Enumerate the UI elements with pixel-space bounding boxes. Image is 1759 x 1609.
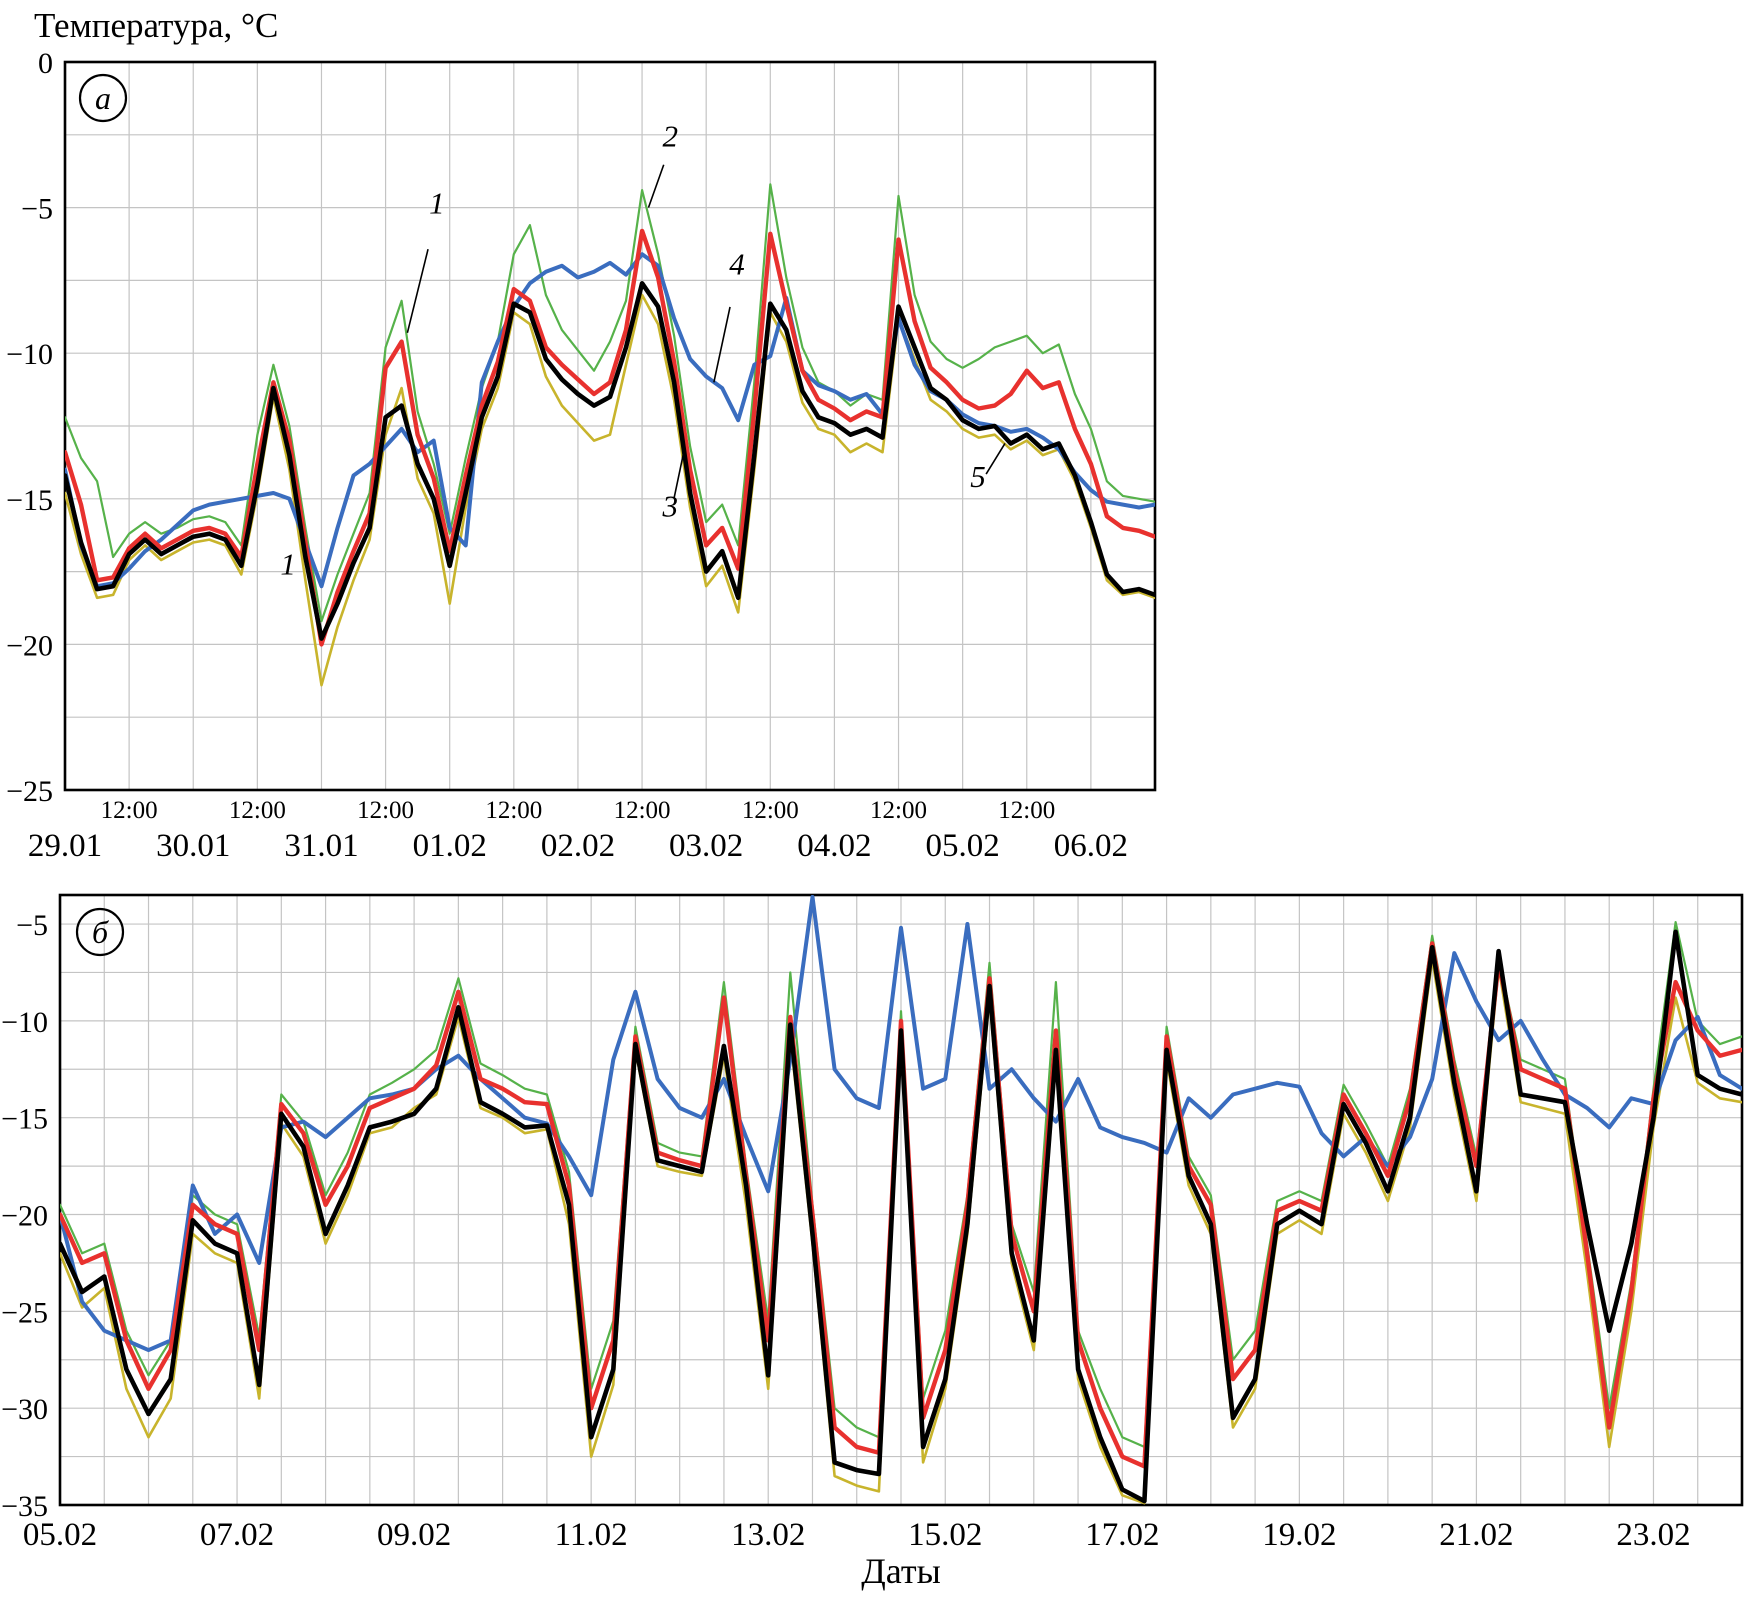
panel-letter-circle bbox=[78, 73, 128, 123]
x-date-label: 23.02 bbox=[1616, 1517, 1690, 1553]
x-date-label: 03.02 bbox=[669, 828, 743, 864]
y-tick-label: −20 bbox=[6, 629, 53, 662]
annotation-label-3: 3 bbox=[662, 488, 679, 523]
x-time-label: 12:00 bbox=[357, 797, 414, 824]
panel-а: 0 −5 −10 −15 −20 −25 29.01 30.01 31.01 01.02 02.02… bbox=[6, 47, 1157, 864]
y-tick-label: −10 bbox=[6, 338, 53, 371]
series-line-black-б bbox=[60, 929, 1742, 1504]
x-time-label: 12:00 bbox=[870, 797, 927, 824]
x-time-label: 12:00 bbox=[229, 797, 286, 824]
series-line-blue-б bbox=[60, 895, 1742, 1353]
y-tick-label: −25 bbox=[6, 775, 53, 808]
x-date-label: 11.02 bbox=[555, 1517, 628, 1553]
x-date-label: 17.02 bbox=[1085, 1517, 1159, 1553]
annotation-label-4: 4 bbox=[729, 247, 745, 282]
x-date-label: 31.01 bbox=[284, 828, 358, 864]
annotation-label-1: 1 bbox=[429, 185, 445, 220]
x-date-label: 02.02 bbox=[541, 828, 615, 864]
series-line-red-б bbox=[60, 941, 1742, 1469]
y-tick-label: −5 bbox=[21, 193, 53, 226]
series-line-black-а bbox=[65, 280, 1155, 641]
panel-letter-circle bbox=[75, 907, 125, 957]
annotation-leader-5 bbox=[985, 443, 1006, 475]
x-date-label: 13.02 bbox=[731, 1517, 805, 1553]
y-tick-label: −15 bbox=[1, 1103, 48, 1136]
x-time-label: 12:00 bbox=[614, 797, 671, 824]
y-tick-label: 0 bbox=[38, 47, 53, 80]
annotation-leader-1 bbox=[406, 249, 429, 334]
y-tick-label: −5 bbox=[16, 909, 48, 942]
y-tick-label: −30 bbox=[1, 1393, 48, 1426]
annotation-label-2: 2 bbox=[663, 118, 679, 153]
x-date-label: 21.02 bbox=[1439, 1517, 1513, 1553]
x-date-label: 06.02 bbox=[1054, 828, 1128, 864]
x-date-label: 30.01 bbox=[156, 828, 230, 864]
annotation-leader-2 bbox=[647, 164, 665, 208]
annotation-label-1: 1 bbox=[280, 547, 296, 582]
y-tick-label: −20 bbox=[1, 1200, 48, 1233]
panel-letter: б bbox=[92, 914, 109, 950]
x-time-label: 12:00 bbox=[742, 797, 799, 824]
series-line-blue-а bbox=[65, 252, 1155, 589]
y-axis-title: Температура, °C bbox=[34, 6, 279, 45]
x-date-label: 05.02 bbox=[23, 1517, 97, 1553]
plot-border bbox=[58, 893, 1744, 1507]
series-line-red-а bbox=[65, 228, 1155, 647]
y-tick-label: −10 bbox=[1, 1006, 48, 1039]
x-time-label: 12:00 bbox=[101, 797, 158, 824]
y-tick-label: −35 bbox=[1, 1490, 48, 1523]
x-date-label: 05.02 bbox=[926, 828, 1000, 864]
y-tick-label: −15 bbox=[6, 484, 53, 517]
x-date-label: 07.02 bbox=[200, 1517, 274, 1553]
x-time-label: 12:00 bbox=[998, 797, 1055, 824]
plot-border bbox=[63, 60, 1157, 792]
annotation-leader-4 bbox=[713, 306, 731, 383]
x-date-label: 04.02 bbox=[797, 828, 871, 864]
x-date-label: 09.02 bbox=[377, 1517, 451, 1553]
panel-letter: а bbox=[95, 80, 111, 116]
annotation-leader-3 bbox=[673, 454, 684, 499]
annotation-label-5: 5 bbox=[970, 459, 986, 494]
x-date-label: 01.02 bbox=[413, 828, 487, 864]
x-axis-title: Даты bbox=[861, 1551, 941, 1591]
x-time-label: 12:00 bbox=[485, 797, 542, 824]
series-line-green-а bbox=[65, 183, 1155, 623]
y-tick-label: −25 bbox=[1, 1296, 48, 1329]
x-date-label: 19.02 bbox=[1262, 1517, 1336, 1553]
x-date-label: 29.01 bbox=[28, 828, 102, 864]
x-date-label: 15.02 bbox=[908, 1517, 982, 1553]
